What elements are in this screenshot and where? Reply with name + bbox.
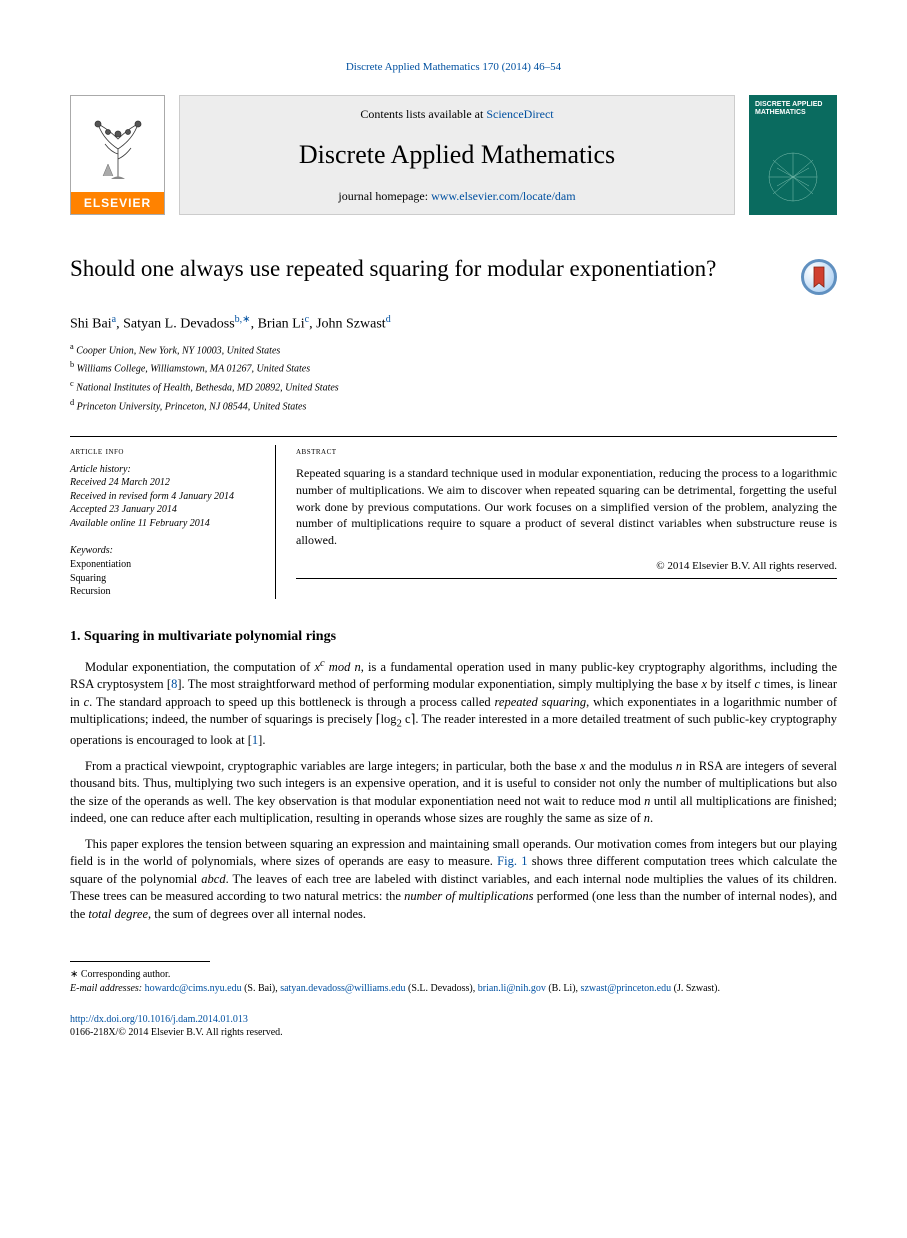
authors: Shi Baia, Satyan L. Devadossb,∗, Brian L…	[70, 313, 837, 334]
contents-available: Contents lists available at ScienceDirec…	[200, 106, 714, 123]
paragraph: Modular exponentiation, the computation …	[70, 657, 837, 750]
top-citation: Discrete Applied Mathematics 170 (2014) …	[70, 60, 837, 75]
keyword: Recursion	[70, 585, 245, 599]
text: and the modulus	[586, 759, 676, 773]
abstract-text: Repeated squaring is a standard techniqu…	[296, 465, 837, 549]
text: , the sum of degrees over all internal n…	[148, 907, 366, 921]
author-name: John Szwast	[316, 317, 386, 332]
affil-text: Williams College, Williamstown, MA 01267…	[77, 364, 310, 375]
abstract-head: abstract	[296, 445, 837, 459]
elsevier-logo[interactable]: ELSEVIER	[70, 95, 165, 215]
text: ]. The most straightforward method of pe…	[177, 677, 701, 691]
affil-text: Cooper Union, New York, NY 10003, United…	[76, 345, 280, 356]
article-info: article info Article history: Received 2…	[70, 445, 245, 599]
homepage-prefix: journal homepage:	[338, 189, 431, 203]
math: abcd	[201, 872, 225, 886]
affiliation: c National Institutes of Health, Bethesd…	[70, 378, 837, 395]
journal-homepage: journal homepage: www.elsevier.com/locat…	[200, 188, 714, 205]
paper-title: Should one always use repeated squaring …	[70, 255, 781, 284]
text: . The standard approach to speed up this…	[89, 695, 494, 709]
affil-text: Princeton University, Princeton, NJ 0854…	[77, 401, 307, 412]
affil-sup: a	[70, 342, 74, 351]
text: by itself	[707, 677, 754, 691]
emphasis: total degree	[88, 907, 148, 921]
doi-block: http://dx.doi.org/10.1016/j.dam.2014.01.…	[70, 1013, 837, 1039]
affil-text: National Institutes of Health, Bethesda,…	[76, 383, 338, 394]
email-who: (S. Bai),	[242, 983, 281, 994]
text: From a practical viewpoint, cryptographi…	[85, 759, 580, 773]
paragraph: From a practical viewpoint, cryptographi…	[70, 758, 837, 828]
header-row: ELSEVIER Contents lists available at Sci…	[70, 95, 837, 215]
fig-link[interactable]: Fig. 1	[497, 854, 527, 868]
email-who: (J. Szwast).	[671, 983, 720, 994]
contents-prefix: Contents lists available at	[360, 107, 486, 121]
email-who: (B. Li),	[546, 983, 581, 994]
email-link[interactable]: brian.li@nih.gov	[478, 983, 546, 994]
article-info-head: article info	[70, 445, 245, 459]
history-line: Accepted 23 January 2014	[70, 503, 245, 517]
abstract: abstract Repeated squaring is a standard…	[275, 445, 837, 599]
keywords-head: Keywords:	[70, 544, 245, 558]
affil-sup: b	[70, 360, 74, 369]
emphasis: number of multiplications	[404, 889, 533, 903]
meta-abstract-row: article info Article history: Received 2…	[70, 436, 837, 599]
crossmark-icon[interactable]	[801, 259, 837, 295]
author-affil-link[interactable]: a	[112, 314, 116, 325]
sciencedirect-link[interactable]: ScienceDirect	[486, 107, 553, 121]
text: Modular exponentiation, the computation …	[85, 660, 314, 674]
affiliation: b Williams College, Williamstown, MA 012…	[70, 359, 837, 376]
affil-sup: d	[70, 398, 74, 407]
elsevier-tree-icon	[83, 96, 153, 191]
affiliation: d Princeton University, Princeton, NJ 08…	[70, 397, 837, 414]
email-link[interactable]: szwast@princeton.edu	[581, 983, 672, 994]
page: Discrete Applied Mathematics 170 (2014) …	[0, 0, 907, 1079]
email-link[interactable]: howardc@cims.nyu.edu	[145, 983, 242, 994]
history-line: Received 24 March 2012	[70, 476, 245, 490]
copyright-line: 0166-218X/© 2014 Elsevier B.V. All right…	[70, 1027, 283, 1038]
text: .	[650, 811, 653, 825]
email-footnote: E-mail addresses: howardc@cims.nyu.edu (…	[70, 982, 837, 996]
journal-cover-thumb[interactable]: DISCRETE APPLIED MATHEMATICS	[749, 95, 837, 215]
email-link[interactable]: satyan.devadoss@williams.edu	[280, 983, 405, 994]
section-heading: 1. Squaring in multivariate polynomial r…	[70, 627, 837, 647]
text: ].	[258, 733, 265, 747]
author-affil-link[interactable]: b,∗	[235, 314, 251, 325]
emphasis: repeated squaring	[495, 695, 587, 709]
corresponding-footnote: ∗ Corresponding author.	[70, 968, 837, 982]
header-center: Contents lists available at ScienceDirec…	[179, 95, 735, 215]
author-name: Shi Bai	[70, 317, 112, 332]
citation-link[interactable]: Discrete Applied Mathematics 170 (2014) …	[346, 61, 561, 73]
author-affil-link[interactable]: d	[386, 314, 391, 325]
journal-title: Discrete Applied Mathematics	[200, 137, 714, 173]
cover-graph-icon	[763, 150, 823, 205]
keyword: Squaring	[70, 572, 245, 586]
history-line: Available online 11 February 2014	[70, 517, 245, 531]
title-row: Should one always use repeated squaring …	[70, 255, 837, 295]
author-affil-link[interactable]: c	[305, 314, 309, 325]
history-line: Received in revised form 4 January 2014	[70, 490, 245, 504]
author-name: Satyan L. Devadoss	[123, 317, 235, 332]
elsevier-brand-text: ELSEVIER	[71, 192, 164, 215]
affil-sup: c	[70, 379, 74, 388]
math: xc mod n	[314, 660, 360, 674]
paragraph: This paper explores the tension between …	[70, 836, 837, 924]
keyword: Exponentiation	[70, 558, 245, 572]
abstract-copyright: © 2014 Elsevier B.V. All rights reserved…	[296, 559, 837, 574]
history-line: Article history:	[70, 463, 245, 477]
author-name: Brian Li	[258, 317, 305, 332]
affiliations: a Cooper Union, New York, NY 10003, Unit…	[70, 341, 837, 414]
affiliation: a Cooper Union, New York, NY 10003, Unit…	[70, 341, 837, 358]
doi-link[interactable]: http://dx.doi.org/10.1016/j.dam.2014.01.…	[70, 1014, 248, 1025]
abstract-rule	[296, 578, 837, 579]
email-who: (S.L. Devadoss),	[406, 983, 478, 994]
corr-text: Corresponding author.	[78, 969, 170, 980]
footnotes-rule	[70, 961, 210, 962]
body-text: Modular exponentiation, the computation …	[70, 657, 837, 924]
email-label: E-mail addresses:	[70, 983, 145, 994]
homepage-link[interactable]: www.elsevier.com/locate/dam	[431, 189, 576, 203]
cover-title: DISCRETE APPLIED MATHEMATICS	[755, 101, 831, 116]
